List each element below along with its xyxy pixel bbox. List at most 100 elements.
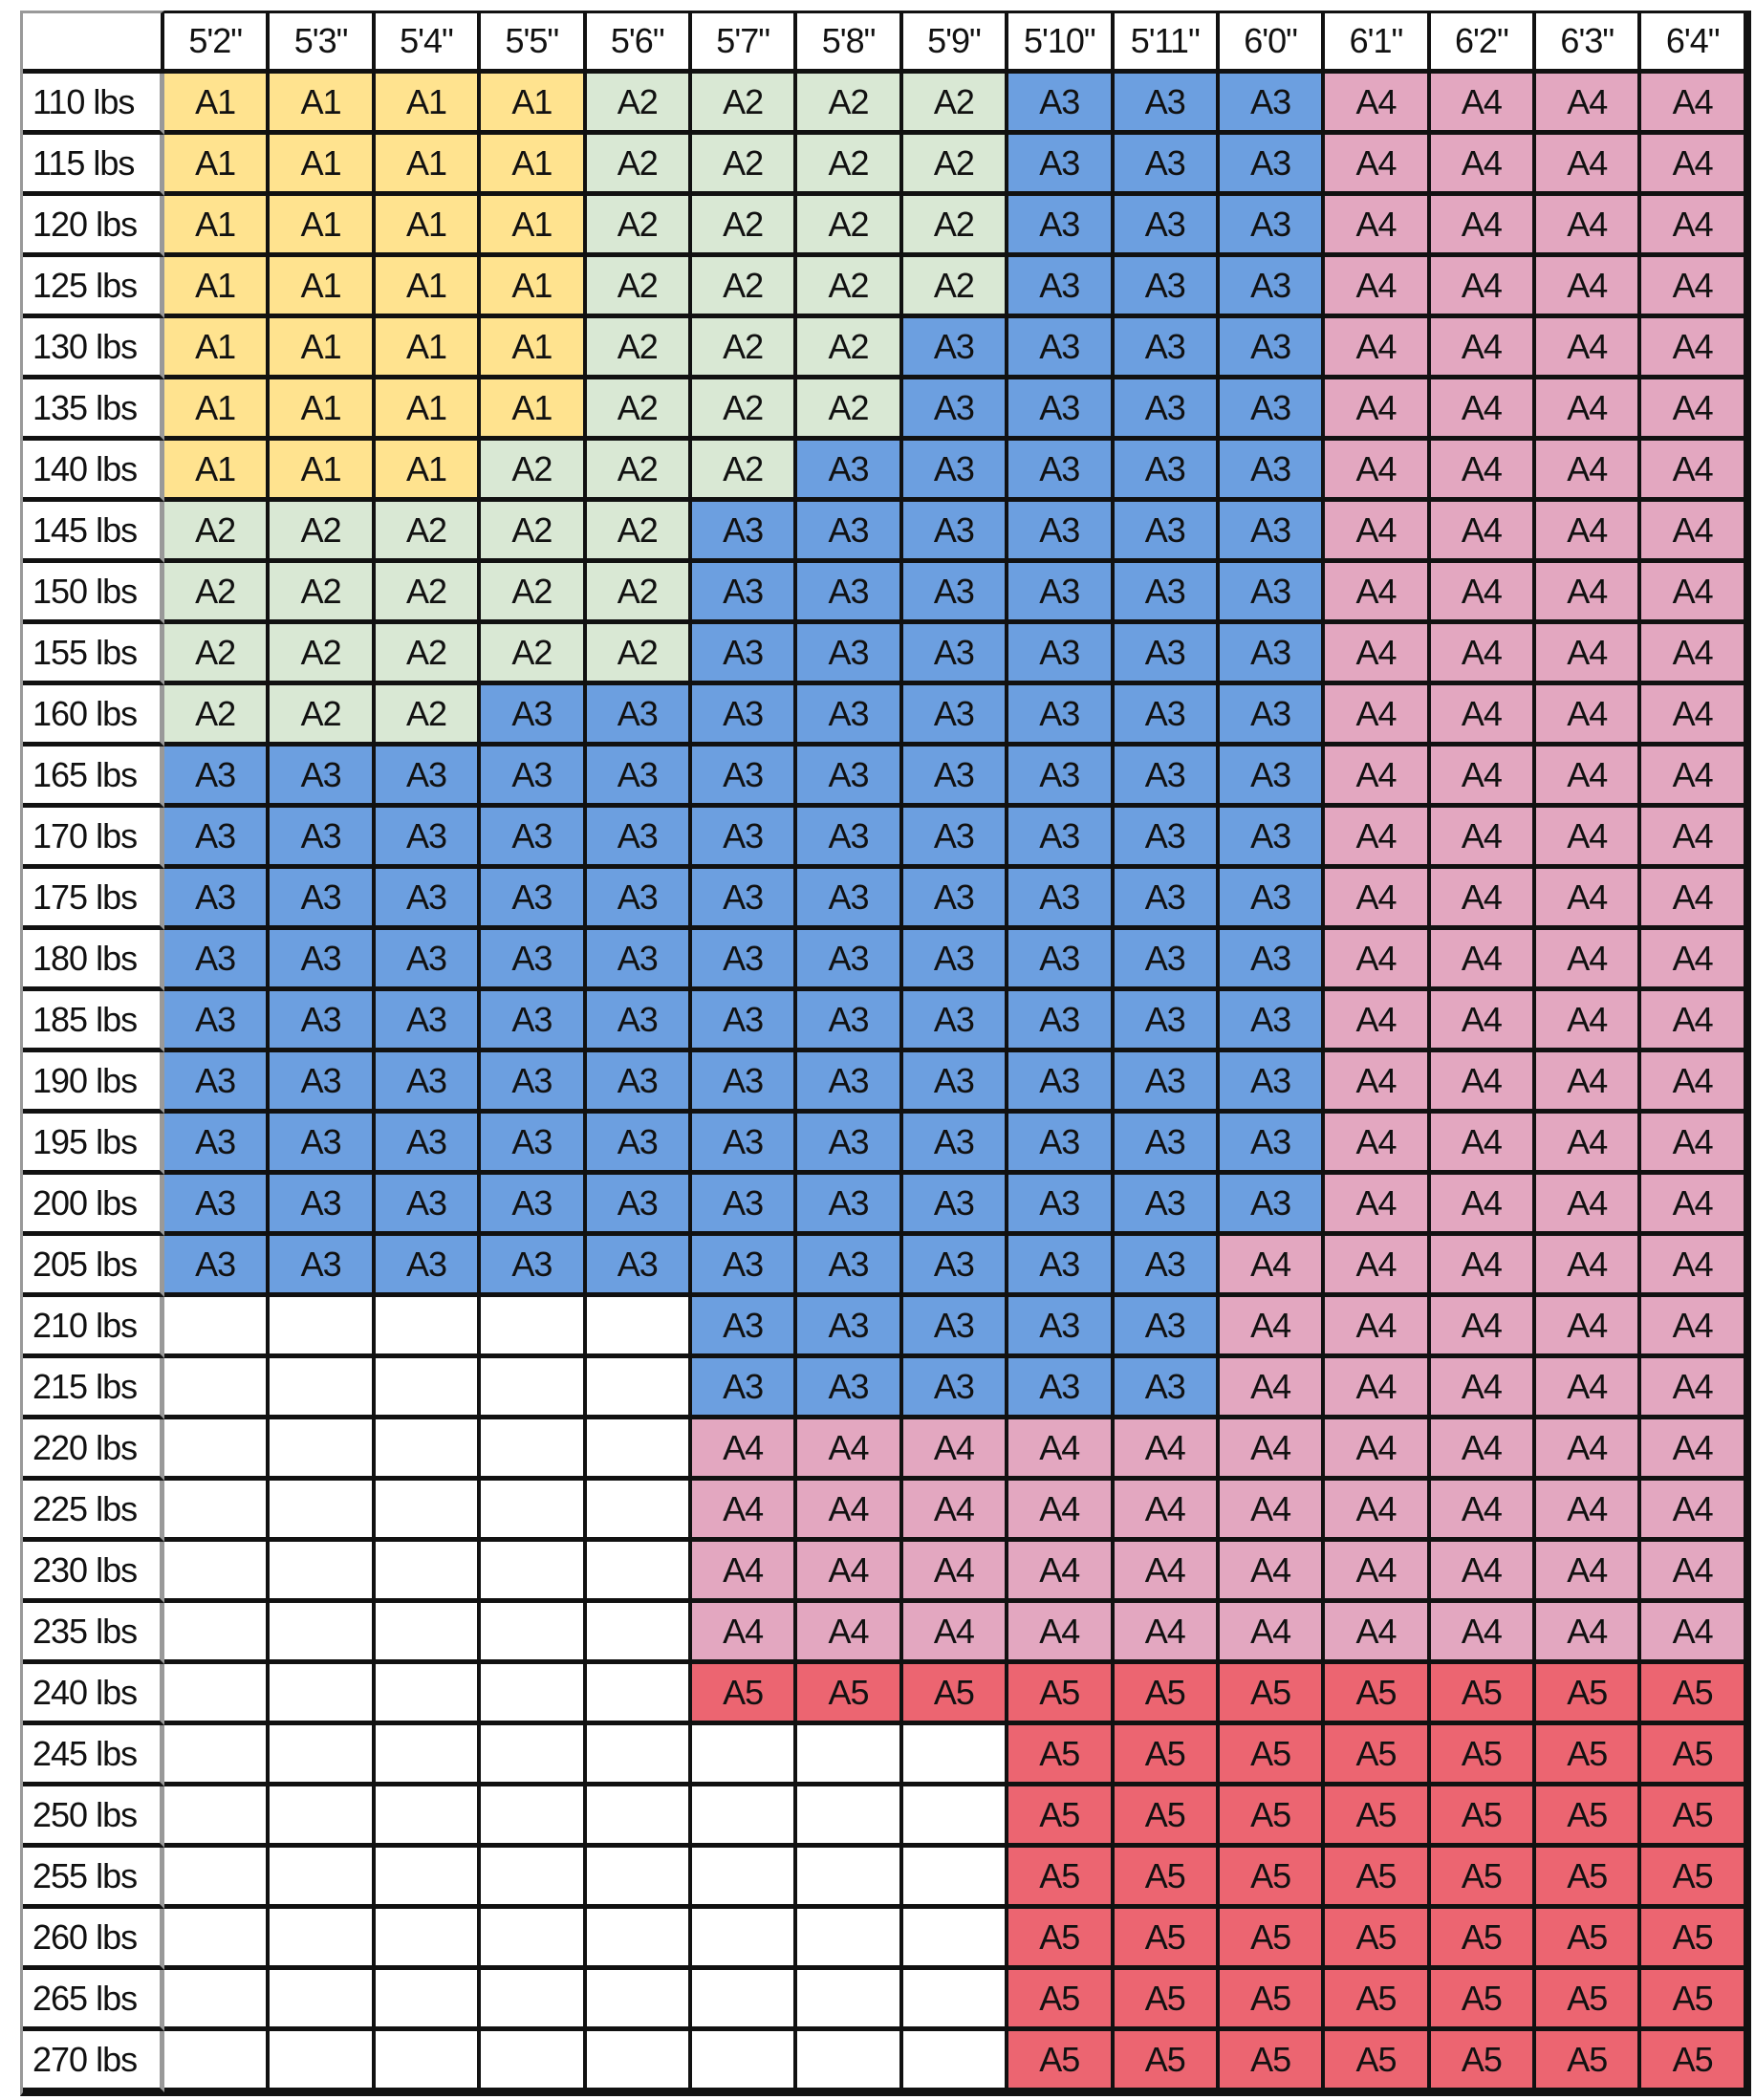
size-cell-a3: A3 [586,930,692,991]
size-cell-a2: A2 [691,379,798,441]
row-header-weight: 215 lbs [23,1358,164,1419]
size-cell-a4: A4 [1430,1236,1537,1297]
size-cell-a5: A5 [1536,1725,1642,1786]
size-cell-a5: A5 [1008,1848,1115,1909]
size-cell-a3: A3 [270,991,376,1052]
size-cell-a5: A5 [1430,1970,1537,2031]
size-cell-a3: A3 [164,991,271,1052]
size-cell-a5: A5 [1008,2031,1115,2092]
size-cell-a2: A2 [270,685,376,747]
size-cell-a3: A3 [1219,502,1326,563]
size-cell-a3: A3 [481,1114,587,1175]
size-cell-a3: A3 [691,1358,798,1419]
row-header-weight: 235 lbs [23,1603,164,1664]
size-cell-a2: A2 [164,563,271,624]
row-header-weight: 210 lbs [23,1297,164,1358]
size-cell-a3: A3 [691,808,798,869]
size-cell-a4: A4 [1536,74,1642,135]
size-cell-a4: A4 [1641,1297,1747,1358]
size-cell-a1: A1 [164,196,271,257]
size-cell-a4: A4 [1536,1114,1642,1175]
empty-cell [164,1358,271,1419]
size-cell-a3: A3 [797,1236,903,1297]
size-cell-a4: A4 [691,1481,798,1542]
size-cell-a4: A4 [1641,1481,1747,1542]
size-cell-a3: A3 [586,991,692,1052]
empty-cell [797,1909,903,1970]
empty-cell [270,1848,376,1909]
size-cell-a2: A2 [691,441,798,502]
size-cell-a2: A2 [481,441,587,502]
empty-cell [902,1786,1009,1848]
size-cell-a5: A5 [1325,1970,1431,2031]
size-cell-a3: A3 [1008,196,1115,257]
empty-cell [481,1725,587,1786]
size-cell-a3: A3 [586,1052,692,1114]
size-cell-a1: A1 [375,441,482,502]
size-cell-a5: A5 [1008,1909,1115,1970]
size-cell-a3: A3 [797,1114,903,1175]
size-cell-a1: A1 [164,379,271,441]
size-cell-a4: A4 [1325,135,1431,196]
size-cell-a5: A5 [691,1664,798,1725]
size-cell-a3: A3 [797,747,903,808]
size-cell-a5: A5 [1430,1848,1537,1909]
size-cell-a2: A2 [375,685,482,747]
empty-cell [164,1664,271,1725]
empty-cell [902,1725,1009,1786]
empty-cell [481,1419,587,1481]
size-cell-a1: A1 [164,74,271,135]
size-cell-a3: A3 [1219,379,1326,441]
size-cell-a4: A4 [1325,1419,1431,1481]
size-cell-a3: A3 [691,685,798,747]
size-cell-a1: A1 [270,318,376,379]
size-cell-a3: A3 [691,1052,798,1114]
size-cell-a1: A1 [270,196,376,257]
size-cell-a4: A4 [1430,196,1537,257]
size-cell-a3: A3 [902,1114,1009,1175]
size-cell-a4: A4 [1114,1603,1220,1664]
size-cell-a3: A3 [1008,930,1115,991]
size-cell-a3: A3 [1008,257,1115,318]
column-header-height: 5'6" [586,11,692,74]
size-cell-a3: A3 [586,1114,692,1175]
size-cell-a1: A1 [164,135,271,196]
size-cell-a3: A3 [481,1052,587,1114]
size-cell-a2: A2 [164,685,271,747]
size-cell-a3: A3 [1114,869,1220,930]
size-cell-a4: A4 [1430,930,1537,991]
row-header-weight: 245 lbs [23,1725,164,1786]
empty-cell [375,1848,482,1909]
size-cell-a3: A3 [1008,318,1115,379]
size-cell-a2: A2 [586,135,692,196]
size-cell-a4: A4 [1641,1419,1747,1481]
empty-cell [797,1725,903,1786]
row-header-weight: 220 lbs [23,1419,164,1481]
size-cell-a1: A1 [481,257,587,318]
size-cell-a5: A5 [1430,1664,1537,1725]
empty-cell [902,1909,1009,1970]
size-cell-a3: A3 [1008,808,1115,869]
size-cell-a4: A4 [1430,1175,1537,1236]
size-cell-a3: A3 [902,1175,1009,1236]
size-cell-a3: A3 [797,624,903,685]
row-header-weight: 170 lbs [23,808,164,869]
size-cell-a4: A4 [1430,441,1537,502]
size-cell-a4: A4 [797,1481,903,1542]
size-cell-a3: A3 [1008,502,1115,563]
size-cell-a3: A3 [1114,1297,1220,1358]
empty-cell [164,2031,271,2092]
size-cell-a4: A4 [1325,196,1431,257]
row-header-weight: 190 lbs [23,1052,164,1114]
size-cell-a4: A4 [1641,991,1747,1052]
size-cell-a1: A1 [375,196,482,257]
corner-cell [23,11,164,74]
size-cell-a3: A3 [1219,930,1326,991]
size-cell-a3: A3 [1219,74,1326,135]
size-cell-a3: A3 [1219,624,1326,685]
empty-cell [164,1909,271,1970]
empty-cell [586,1786,692,1848]
size-cell-a1: A1 [270,257,376,318]
size-cell-a1: A1 [270,74,376,135]
size-cell-a3: A3 [270,747,376,808]
